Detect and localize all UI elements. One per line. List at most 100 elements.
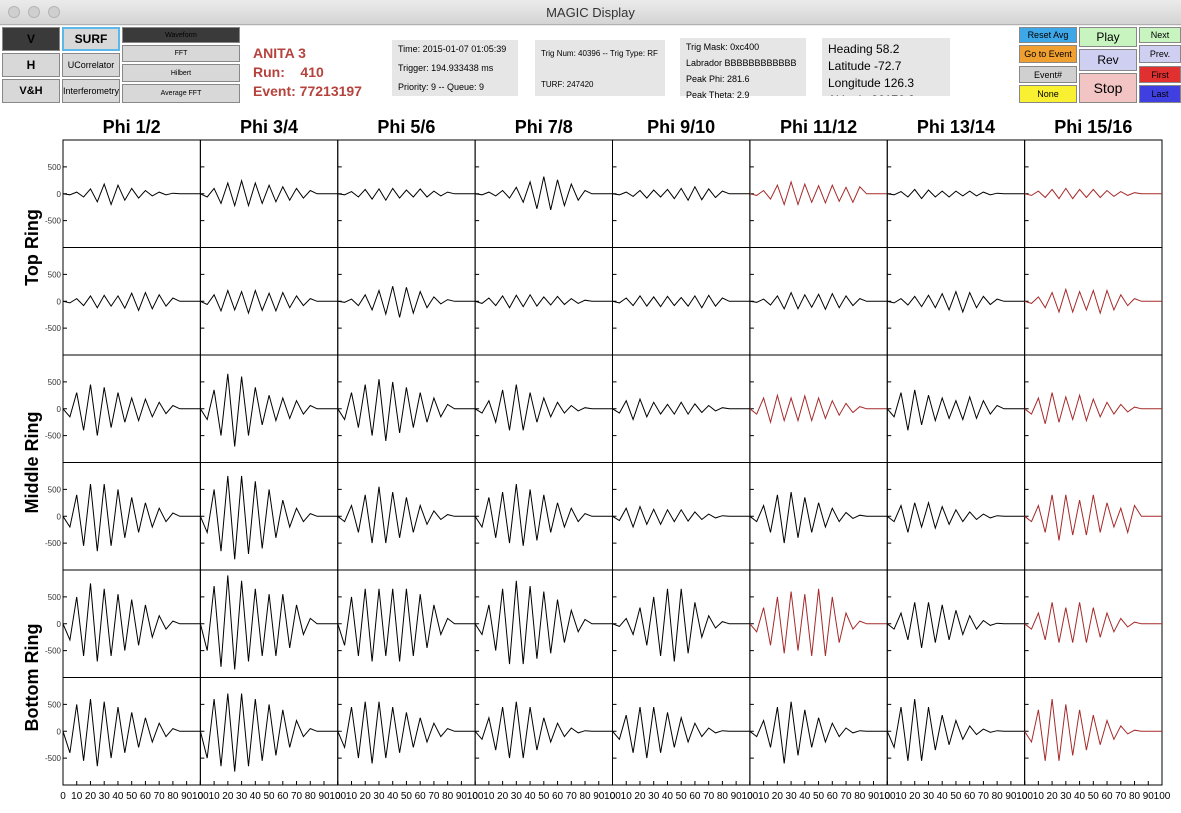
control-button[interactable]: None (1019, 85, 1077, 103)
x-tick-label: 80 (305, 791, 317, 802)
x-tick-label: 100 (467, 791, 484, 802)
x-tick-label: 70 (428, 791, 440, 802)
waveform (887, 290, 1025, 314)
waveform (612, 397, 750, 422)
analysis-button[interactable]: Average FFT (122, 84, 240, 103)
y-tick-label: 0 (57, 190, 62, 199)
info-line: Trig Num: 40396 -- Trig Type: RF (541, 49, 658, 58)
run-number: Run: 410 (253, 64, 324, 80)
control-button[interactable]: Play (1079, 27, 1137, 47)
waveform (199, 475, 338, 560)
x-tick-label: 100 (742, 791, 759, 802)
y-tick-label: 500 (48, 485, 62, 494)
waveform (199, 373, 338, 447)
x-tick-label: 70 (978, 791, 990, 802)
y-tick-label: -500 (45, 432, 62, 441)
y-tick-label: 500 (48, 163, 62, 172)
info-line: Latitude -72.7 (828, 59, 902, 73)
row-label: Bottom Ring (22, 624, 42, 732)
control-button[interactable]: Reset Avg (1019, 27, 1077, 43)
column-title: Phi 15/16 (1054, 117, 1132, 137)
x-tick-label: 40 (662, 791, 674, 802)
waveform (199, 575, 338, 670)
x-tick-label: 100 (192, 791, 209, 802)
x-tick-label: 40 (1074, 791, 1086, 802)
x-tick-label: 50 (126, 791, 138, 802)
x-tick-label: 10 (346, 791, 358, 802)
x-tick-label: 30 (236, 791, 248, 802)
control-button[interactable]: Stop (1079, 73, 1137, 103)
analysis-button[interactable]: FFT (122, 45, 240, 62)
x-tick-label: 80 (854, 791, 866, 802)
x-tick-label: 30 (99, 791, 111, 802)
x-tick-label: 100 (879, 791, 896, 802)
event-number: Event: 77213197 (253, 83, 362, 99)
x-tick-label: 60 (277, 791, 289, 802)
waveform (886, 500, 1025, 533)
info-line: Peak Phi: 281.6 (686, 74, 750, 84)
column-title: Phi 13/14 (917, 117, 995, 137)
waveform (886, 602, 1025, 648)
x-tick-label: 90 (318, 791, 330, 802)
x-tick-label: 30 (648, 791, 660, 802)
close-button[interactable] (8, 6, 20, 18)
x-tick-label: 0 (747, 791, 753, 802)
x-tick-label: 100 (329, 791, 346, 802)
x-tick-label: 40 (937, 791, 949, 802)
view-button[interactable]: V (2, 27, 60, 51)
waveform (200, 178, 338, 208)
info-line: Altitude 36176.8 (828, 93, 944, 96)
y-tick-label: 0 (57, 727, 62, 736)
x-tick-label: 20 (222, 791, 234, 802)
x-tick-label: 30 (786, 791, 798, 802)
waveform (886, 389, 1025, 431)
control-button[interactable]: Event# (1019, 66, 1077, 83)
control-button[interactable]: First (1139, 66, 1181, 83)
view-button[interactable]: V&H (2, 79, 60, 103)
waveform (337, 486, 476, 544)
x-tick-label: 100 (1016, 791, 1033, 802)
zoom-button[interactable] (48, 6, 60, 18)
waveform (337, 588, 476, 662)
control-button[interactable]: Rev (1079, 49, 1137, 71)
waveform (1024, 287, 1162, 315)
minimize-button[interactable] (28, 6, 40, 18)
window-title: MAGIC Display (546, 5, 635, 20)
info-line: Peak Theta: 2.9 (686, 90, 750, 100)
column-title: Phi 7/8 (515, 117, 573, 137)
view-button[interactable]: Interferometry (62, 79, 120, 103)
x-tick-label: 60 (415, 791, 427, 802)
x-tick-label: 50 (950, 791, 962, 802)
x-tick-label: 30 (373, 791, 385, 802)
view-button[interactable]: UCorrelator (62, 53, 120, 77)
waveform (337, 379, 476, 442)
x-tick-label: 10 (1033, 791, 1045, 802)
x-tick-label: 0 (335, 791, 341, 802)
waveform (749, 393, 888, 425)
x-tick-label: 70 (1115, 791, 1127, 802)
waveform (749, 588, 888, 657)
x-tick-label: 90 (593, 791, 605, 802)
x-tick-label: 70 (703, 791, 715, 802)
info-line: Longitude 126.3 (828, 76, 915, 90)
x-tick-label: 50 (538, 791, 550, 802)
analysis-button[interactable]: Hilbert (122, 64, 240, 82)
x-tick-label: 30 (923, 791, 935, 802)
x-tick-label: 0 (198, 791, 204, 802)
view-button[interactable]: SURF (62, 27, 120, 51)
view-button[interactable]: H (2, 53, 60, 77)
x-tick-label: 50 (813, 791, 825, 802)
y-tick-label: -500 (45, 754, 62, 763)
y-tick-label: -500 (45, 539, 62, 548)
waveform (474, 483, 613, 546)
column-title: Phi 1/2 (103, 117, 161, 137)
x-tick-label: 90 (456, 791, 468, 802)
x-tick-label: 80 (717, 791, 729, 802)
title-bar: MAGIC Display (0, 0, 1181, 25)
waveform (1024, 698, 1162, 761)
x-tick-label: 0 (884, 791, 890, 802)
control-button[interactable]: Go to Event (1019, 45, 1077, 63)
row-label: Middle Ring (22, 412, 42, 514)
analysis-button[interactable]: Waveform (122, 27, 240, 43)
control-button[interactable]: Next (1139, 27, 1181, 43)
